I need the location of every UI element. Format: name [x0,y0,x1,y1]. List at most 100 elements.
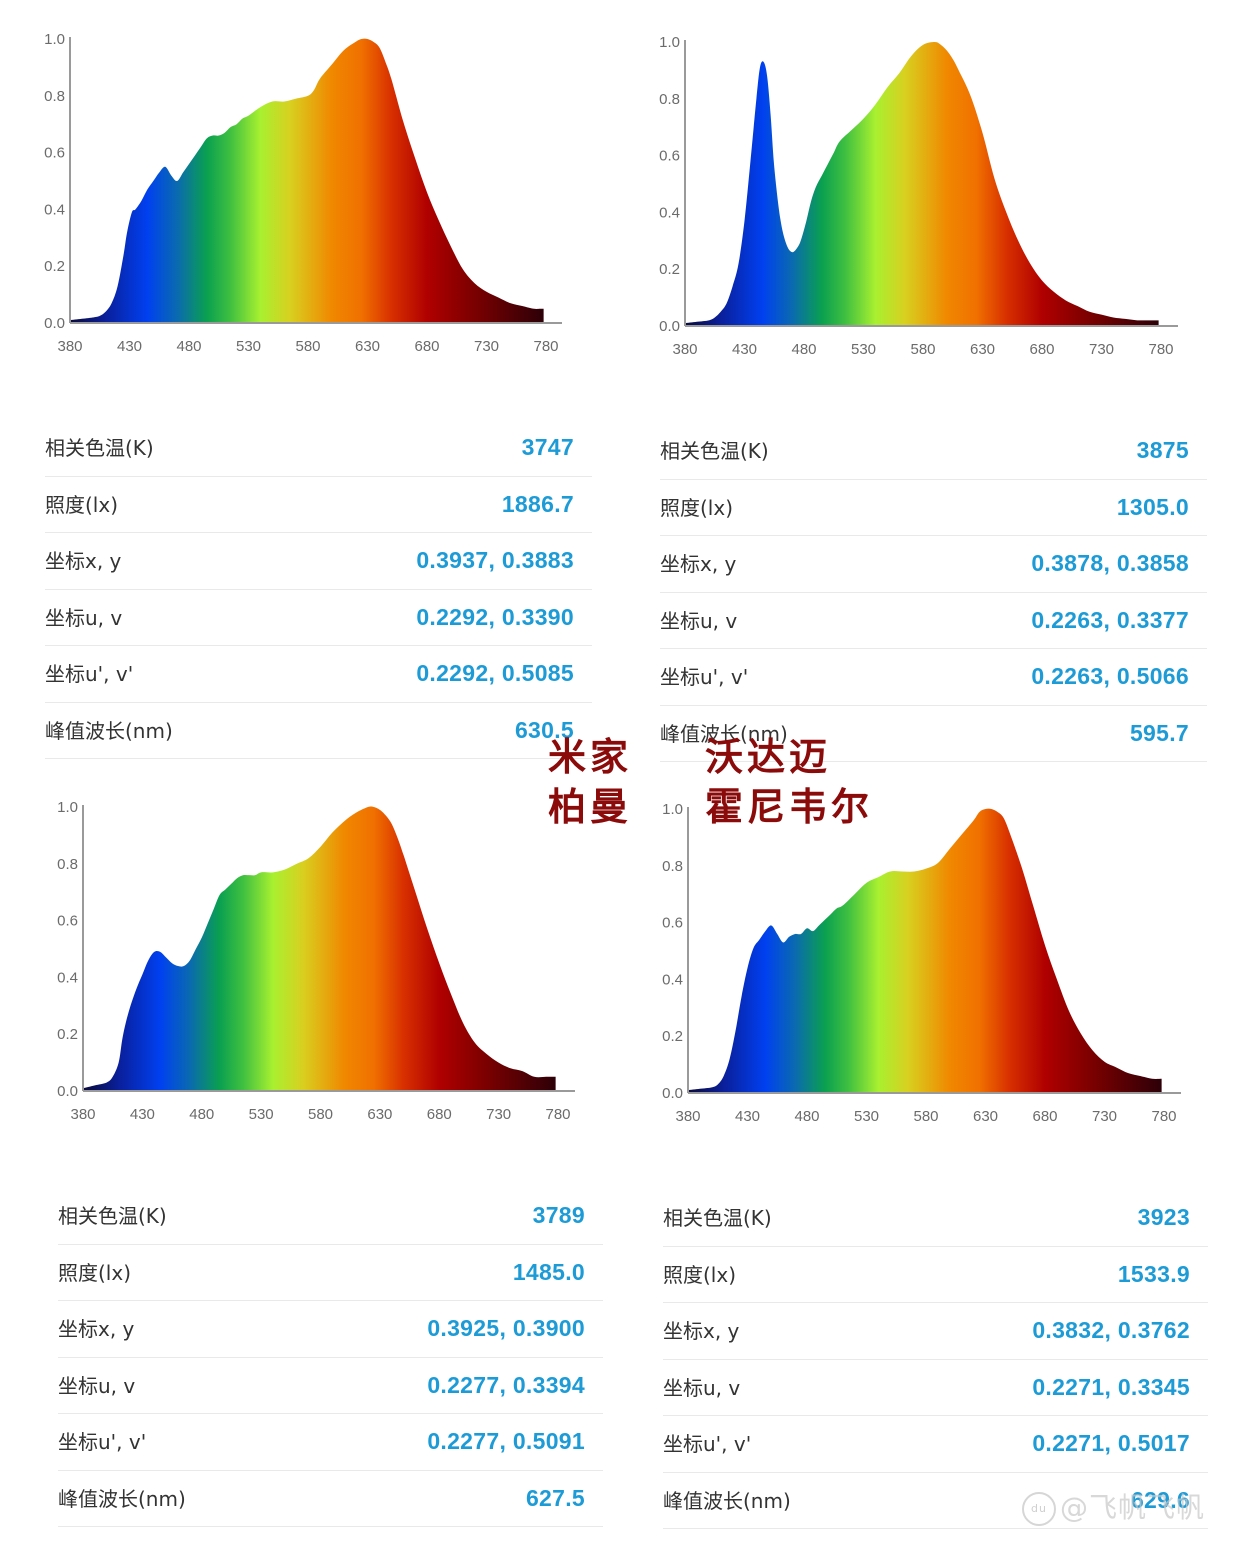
x-tick-label: 530 [236,338,261,355]
row-label: 照度(lx) [58,1260,131,1285]
row-label: 坐标u', v' [660,665,749,689]
x-tick-label: 480 [794,1108,819,1125]
row-peak-wavelength: 峰值波长(nm) 629.6 [663,1473,1208,1529]
brand-label-wodamai: 沃达迈 [705,735,832,779]
cct-value: 3789 [532,1202,585,1228]
row-uv: 坐标u, v 0.2292, 0.3390 [45,590,592,646]
x-tick-label: 780 [533,338,558,355]
row-label: 坐标x, y [663,1319,740,1343]
row-label: 坐标u, v [58,1373,136,1398]
x-tick-label: 380 [57,338,82,355]
x-tick-label: 430 [130,1106,155,1123]
x-tick-label: 530 [854,1108,879,1125]
row-uv: 坐标u, v 0.2277, 0.3394 [58,1358,603,1414]
illuminance-value: 1533.9 [1117,1260,1190,1287]
row-cct: 相关色温(K) 3747 [45,420,592,477]
x-tick-label: 380 [70,1106,95,1123]
x-tick-label: 430 [732,341,757,358]
row-label: 坐标u, v [660,608,738,633]
x-tick-label: 480 [176,338,201,355]
row-illuminance: 照度(lx) 1533.9 [663,1247,1208,1303]
row-illuminance: 照度(lx) 1305.0 [660,480,1207,536]
x-tick-label: 380 [672,341,697,358]
y-tick-label: 1.0 [662,801,683,818]
x-tick-label: 730 [474,338,499,355]
peak-wavelength-value: 627.5 [525,1484,585,1511]
y-tick-label: 0.8 [662,858,683,875]
measurement-table-honeywell: 相关色温(K) 3923 照度(lx) 1533.9 坐标x, y 0.3832, 0… [663,1190,1208,1529]
x-tick-label: 430 [117,338,142,355]
measurement-table-baiman: 相关色温(K) 3789 照度(lx) 1485.0 坐标x, y 0.3925, 0… [58,1188,603,1527]
u-prime-v-prime-value: 0.2277, 0.5091 [427,1428,585,1454]
x-tick-label: 680 [414,338,439,355]
y-tick-label: 0.6 [57,913,78,930]
measurement-table-wodamai: 相关色温(K) 3875 照度(lx) 1305.0 坐标x, y 0.3878, 0… [660,423,1207,762]
row-u-prime-v-prime: 坐标u', v' 0.2277, 0.5091 [58,1414,603,1471]
row-label: 照度(lx) [660,495,733,520]
x-tick-label: 630 [970,341,995,358]
row-label: 相关色温(K) [660,439,769,463]
brand-label-baiman: 柏曼 [548,785,633,829]
u-prime-v-prime-value: 0.2271, 0.5017 [1032,1430,1190,1456]
y-tick-label: 0.8 [57,856,78,873]
y-tick-label: 0.8 [659,91,680,108]
row-cct: 相关色温(K) 3789 [58,1188,603,1245]
x-tick-label: 730 [1089,341,1114,358]
spectrum-chart-honeywell: 0.0 0.2 0.4 0.6 0.8 1.0 380 430 480 530 580 630 680 7… [662,801,1181,1125]
y-tick-label: 0.0 [662,1085,683,1102]
x-tick-label: 780 [545,1106,570,1123]
x-tick-label: 680 [1032,1108,1057,1125]
row-label: 坐标u', v' [58,1430,147,1454]
x-tick-label: 380 [675,1108,700,1125]
y-tick-label: 0.0 [44,315,65,332]
y-tick-label: 0.4 [44,201,65,218]
row-label: 峰值波长(nm) [45,718,173,743]
baidu-paw-icon: du [1022,1492,1056,1526]
u-prime-v-prime-value: 0.2263, 0.5066 [1031,663,1189,689]
row-label: 峰值波长(nm) [660,721,788,746]
row-xy: 坐标x, y 0.3832, 0.3762 [663,1303,1208,1360]
x-tick-label: 580 [913,1108,938,1125]
x-tick-label: 630 [367,1106,392,1123]
x-tick-label: 480 [189,1106,214,1123]
row-label: 坐标u, v [45,605,123,630]
spectrum-chart-wodamai: 0.0 0.2 0.4 0.6 0.8 1.0 380 430 480 530 580 630 680 7… [659,34,1178,358]
x-tick-label: 730 [486,1106,511,1123]
row-label: 峰值波长(nm) [58,1486,186,1511]
measurement-table-mijia: 相关色温(K) 3747 照度(lx) 1886.7 坐标x, y 0.3937, 0… [45,420,592,759]
x-tick-label: 530 [249,1106,274,1123]
row-label: 坐标u, v [663,1375,741,1400]
panel-mijia: 0.0 0.2 0.4 0.6 0.8 1.0 380 430 480 530 580 630 680 7… [0,0,620,770]
peak-wavelength-value: 595.7 [1129,719,1189,746]
row-cct: 相关色温(K) 3923 [663,1190,1208,1247]
spectrum-chart-baiman: 0.0 0.2 0.4 0.6 0.8 1.0 380 430 480 530 580 630 680 7… [57,799,575,1123]
y-tick-label: 0.2 [659,261,680,278]
watermark: du @飞帆飞帆 [1022,1486,1205,1526]
peak-wavelength-value: 629.6 [1130,1486,1190,1513]
panel-baiman: 0.0 0.2 0.4 0.6 0.8 1.0 380 430 480 530 580 630 680 7… [0,0,620,1553]
xy-value: 0.3937, 0.3883 [416,547,574,573]
row-label: 坐标x, y [660,552,737,576]
x-tick-label: 730 [1092,1108,1117,1125]
cct-value: 3875 [1136,437,1189,463]
uv-value: 0.2271, 0.3345 [1032,1373,1190,1400]
illuminance-value: 1305.0 [1116,493,1189,520]
row-peak-wavelength: 峰值波长(nm) 627.5 [58,1471,603,1527]
u-prime-v-prime-value: 0.2292, 0.5085 [416,660,574,686]
row-u-prime-v-prime: 坐标u', v' 0.2292, 0.5085 [45,646,592,703]
illuminance-value: 1886.7 [501,490,574,517]
x-tick-label: 780 [1151,1108,1176,1125]
x-tick-label: 430 [735,1108,760,1125]
uv-value: 0.2277, 0.3394 [427,1371,585,1398]
y-tick-label: 0.6 [659,148,680,165]
cct-value: 3923 [1137,1204,1190,1230]
x-tick-label: 580 [910,341,935,358]
xy-value: 0.3832, 0.3762 [1032,1317,1190,1343]
y-tick-label: 0.2 [57,1026,78,1043]
row-label: 照度(lx) [45,492,118,517]
y-tick-label: 0.4 [662,971,683,988]
y-tick-label: 0.2 [44,258,65,275]
row-u-prime-v-prime: 坐标u', v' 0.2271, 0.5017 [663,1416,1208,1473]
illuminance-value: 1485.0 [512,1258,585,1285]
y-tick-label: 0.6 [44,145,65,162]
